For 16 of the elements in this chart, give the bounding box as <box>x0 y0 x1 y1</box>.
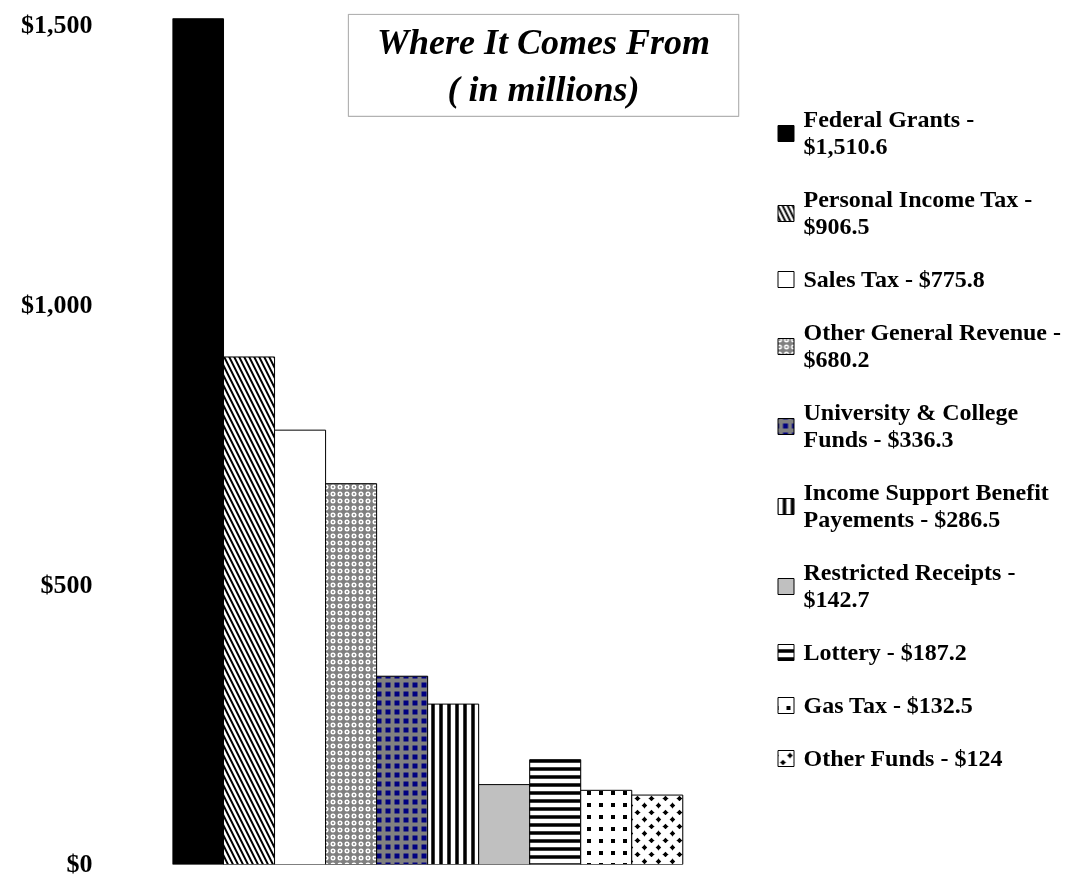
legend-label: Income Support Benefit Payements - $286.5 <box>803 478 1049 533</box>
chart-title: Where It Comes From <box>377 21 711 62</box>
legend-label: Other General Revenue - $680.2 <box>803 318 1061 373</box>
y-tick-label: $1,500 <box>21 10 93 40</box>
y-tick-label: $0 <box>66 848 93 877</box>
legend-label: Gas Tax - $132.5 <box>803 691 973 719</box>
legend-label: Sales Tax - $775.8 <box>803 265 985 293</box>
y-tick-label: $500 <box>40 570 93 600</box>
y-tick-label: $1,000 <box>21 290 93 320</box>
legend-label: Personal Income Tax - $906.5 <box>803 185 1033 240</box>
legend-label: Restricted Receipts - $142.7 <box>803 558 1016 613</box>
text: ( in millions) <box>447 69 640 110</box>
legend-label: University & College Funds - $336.3 <box>803 398 1019 453</box>
legend-label: Federal Grants - $1,510.6 <box>803 105 975 160</box>
legend-label: Other Funds - $124 <box>803 744 1003 772</box>
legend-label: Lottery - $187.2 <box>803 638 967 666</box>
